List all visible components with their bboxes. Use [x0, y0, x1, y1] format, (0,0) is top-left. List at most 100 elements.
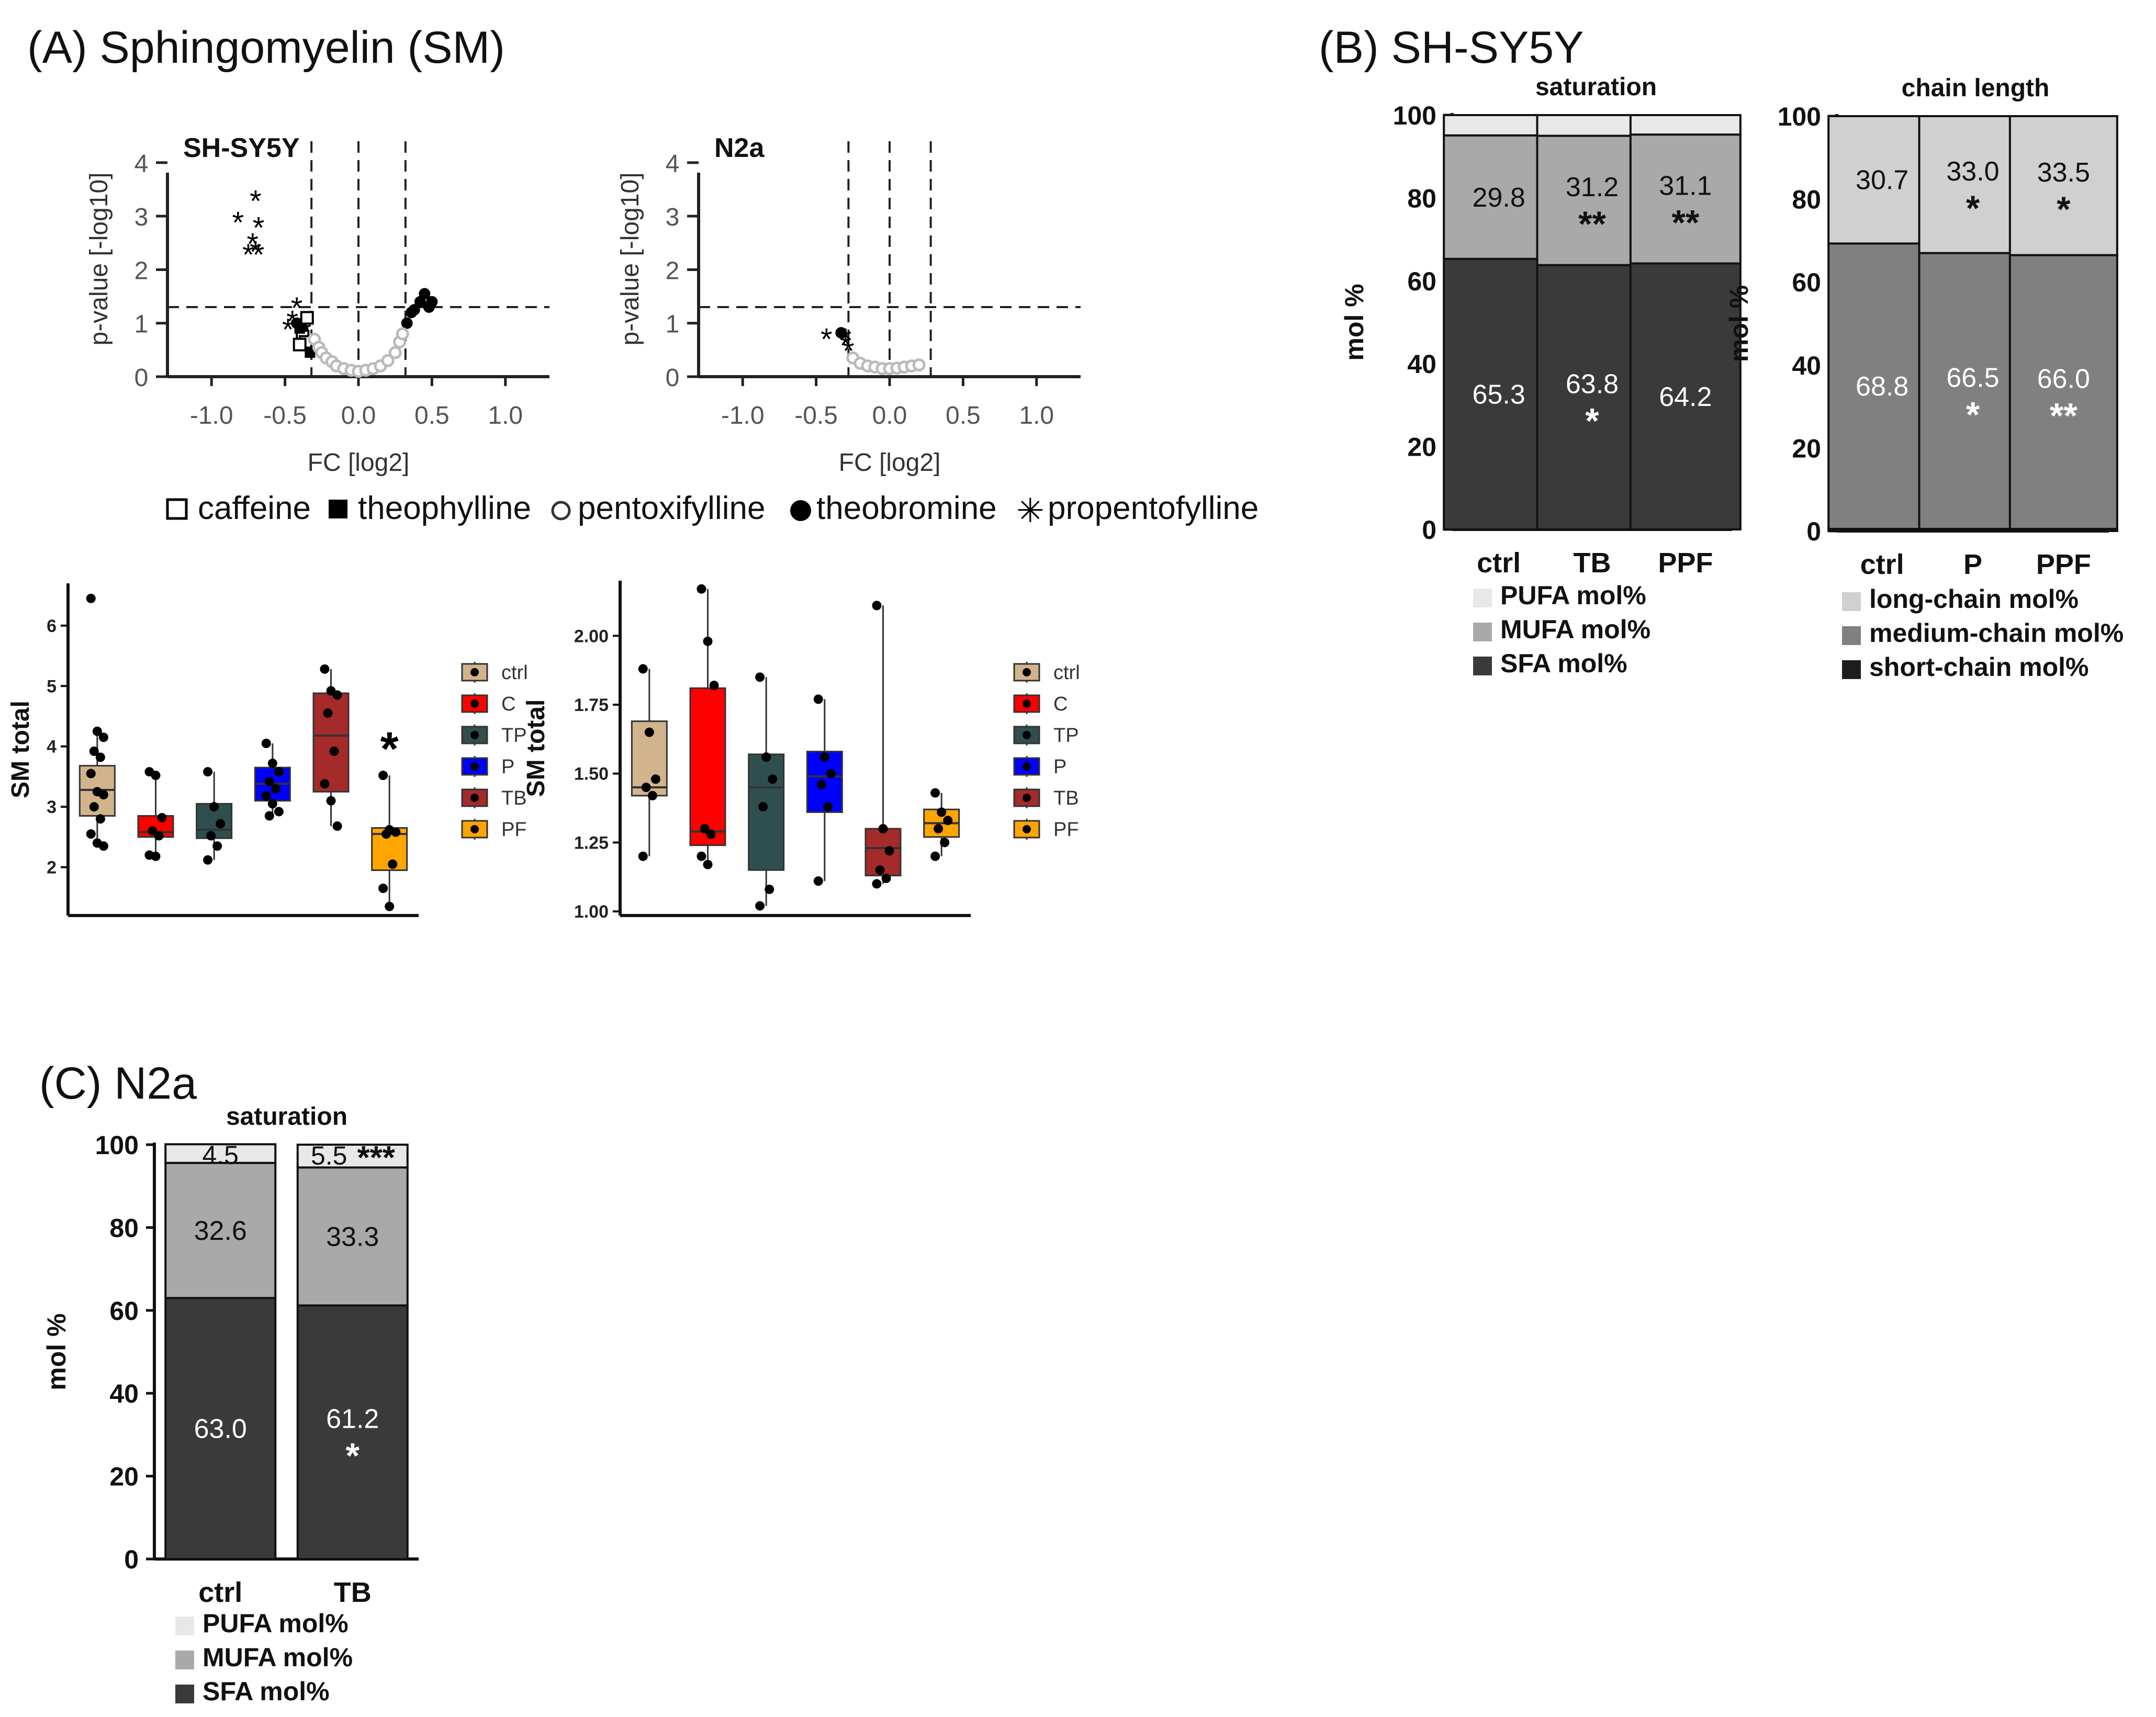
box-data-point — [930, 788, 940, 798]
box-data-point — [826, 769, 836, 778]
chart-title: saturation — [1535, 73, 1657, 101]
theophylline-legend-label: theophylline — [358, 490, 531, 526]
box-data-point — [261, 791, 271, 801]
theobromine-point — [423, 301, 435, 313]
propentofylline-point: * — [253, 211, 265, 245]
propentofylline-point: * — [821, 322, 833, 356]
y-tick-label: 1.50 — [574, 764, 609, 784]
box-data-point — [86, 593, 96, 603]
volcano-plot-shsy5y: SH-SY5Y 0 1 2 3 4 -1.0 -0.5 0.0 0.5 1.0 FC [log2] p-… — [85, 133, 549, 477]
y-tick-label: 80 — [109, 1213, 139, 1242]
y-tick-label: 1 — [134, 311, 149, 338]
box-data-point — [703, 860, 713, 869]
bar-value-label: 66.5 — [1946, 363, 1999, 393]
boxplot-n2a: 1.00 1.25 1.50 1.75 2.00 SM total — [522, 581, 971, 922]
x-tick-label: 0.0 — [341, 402, 376, 430]
x-tick-label-TB: TB — [334, 1577, 372, 1608]
pentoxifylline-point — [381, 354, 395, 367]
stacked-bar-n2a-saturation: saturation 0 20 40 60 80 100 mol % 63.0 32.6 4.5 ct… — [42, 1103, 419, 1706]
bar-significance-marker: * — [1585, 401, 1599, 440]
x-tick-label-ctrl: ctrl — [1860, 549, 1904, 580]
box-data-point — [391, 827, 401, 837]
legend-label-C: C — [501, 693, 515, 715]
legend-label-TB: TB — [1053, 787, 1079, 809]
box-data-point — [765, 884, 774, 894]
y-tick-label: 40 — [1792, 351, 1821, 380]
propentofylline-point: * — [839, 322, 851, 356]
theophylline-point — [294, 323, 305, 334]
box-data-point — [940, 838, 950, 848]
y-tick-label: 3 — [134, 204, 149, 231]
x-tick-label: -0.5 — [263, 402, 307, 430]
y-tick-label: 4 — [666, 150, 680, 178]
legend-dot — [470, 825, 479, 833]
y-tick-label: 20 — [1407, 433, 1436, 462]
legend-label-pufa: PUFA mol% — [1500, 581, 1646, 610]
box-data-point — [320, 664, 330, 674]
box-legend-n2a: ctrl C TP P TB PF — [1013, 662, 1080, 841]
box-data-point — [98, 790, 108, 800]
bar-value-label: 33.5 — [2037, 157, 2090, 188]
pentoxifylline-legend-label: pentoxifylline — [578, 490, 765, 526]
box-data-point — [89, 802, 99, 812]
legend-dot — [1023, 731, 1031, 739]
box-C — [689, 687, 726, 846]
y-tick-label: 20 — [109, 1462, 139, 1492]
box-data-point — [274, 807, 284, 817]
y-tick-label: 0 — [1422, 515, 1436, 545]
legend-swatch-ctrl — [1013, 663, 1040, 682]
x-tick-label-PPF: PPF — [1658, 547, 1713, 579]
y-tick-label: 4 — [47, 737, 57, 757]
box-data-point — [385, 901, 395, 911]
box-data-point — [813, 694, 823, 704]
legend-dot — [1023, 825, 1031, 833]
box-TP — [748, 753, 785, 871]
x-tick-label: 1.0 — [1019, 402, 1054, 430]
box-data-point — [758, 801, 768, 811]
bar-value-label: 63.8 — [1566, 369, 1619, 399]
box-data-point — [381, 829, 391, 839]
box-data-point — [884, 846, 894, 856]
theobromine-point — [401, 317, 413, 329]
box-data-point — [329, 746, 339, 756]
box-data-point — [264, 776, 274, 786]
box-data-point — [216, 819, 226, 829]
legend-swatch-sfa — [175, 1685, 194, 1703]
box-data-point — [816, 780, 826, 789]
box-data-point — [261, 738, 271, 748]
chart-title: saturation — [226, 1103, 347, 1131]
legend-dot — [1023, 668, 1031, 676]
y-tick-label: 3 — [47, 797, 57, 817]
box-data-point — [98, 732, 108, 742]
box-data-point — [151, 771, 161, 781]
box-data-point — [86, 769, 96, 778]
y-tick-label: 2 — [666, 257, 680, 285]
legend-label-PF: PF — [1053, 819, 1079, 841]
y-tick-label: 60 — [1407, 267, 1436, 296]
box-data-point — [86, 829, 96, 839]
pentoxifylline-point — [396, 327, 409, 341]
box-data-point — [264, 811, 274, 821]
box-data-point — [761, 752, 771, 762]
bar-value-label: 4.5 — [202, 1140, 239, 1170]
x-tick-label-ctrl: ctrl — [198, 1577, 242, 1608]
box-data-point — [92, 726, 102, 736]
box-data-point — [930, 851, 940, 861]
bar-segment-mufa-ctrl — [1443, 134, 1555, 260]
legend-label-P: P — [501, 756, 514, 778]
y-tick-label: 3 — [666, 204, 680, 231]
box-data-point — [706, 829, 716, 839]
bar-segment-mufa-TB — [1536, 134, 1648, 266]
y-tick-label: 2.00 — [574, 626, 609, 646]
bar-segment-long_chain-ctrl — [1827, 115, 1937, 245]
pentoxifylline-legend-marker — [551, 501, 571, 521]
bar-segment-medium_chain-PPF — [2008, 254, 2118, 530]
bar-value-label: 5.5 — [311, 1141, 347, 1170]
bar-segment-mufa-PPF — [1629, 133, 1742, 265]
legend-swatch-mufa — [175, 1651, 194, 1669]
bar-value-label: 33.3 — [326, 1222, 379, 1252]
theobromine-legend-label: theobromine — [816, 490, 997, 526]
bar-segment-pufa-ctrl — [164, 1143, 277, 1164]
box-data-point — [700, 824, 710, 834]
